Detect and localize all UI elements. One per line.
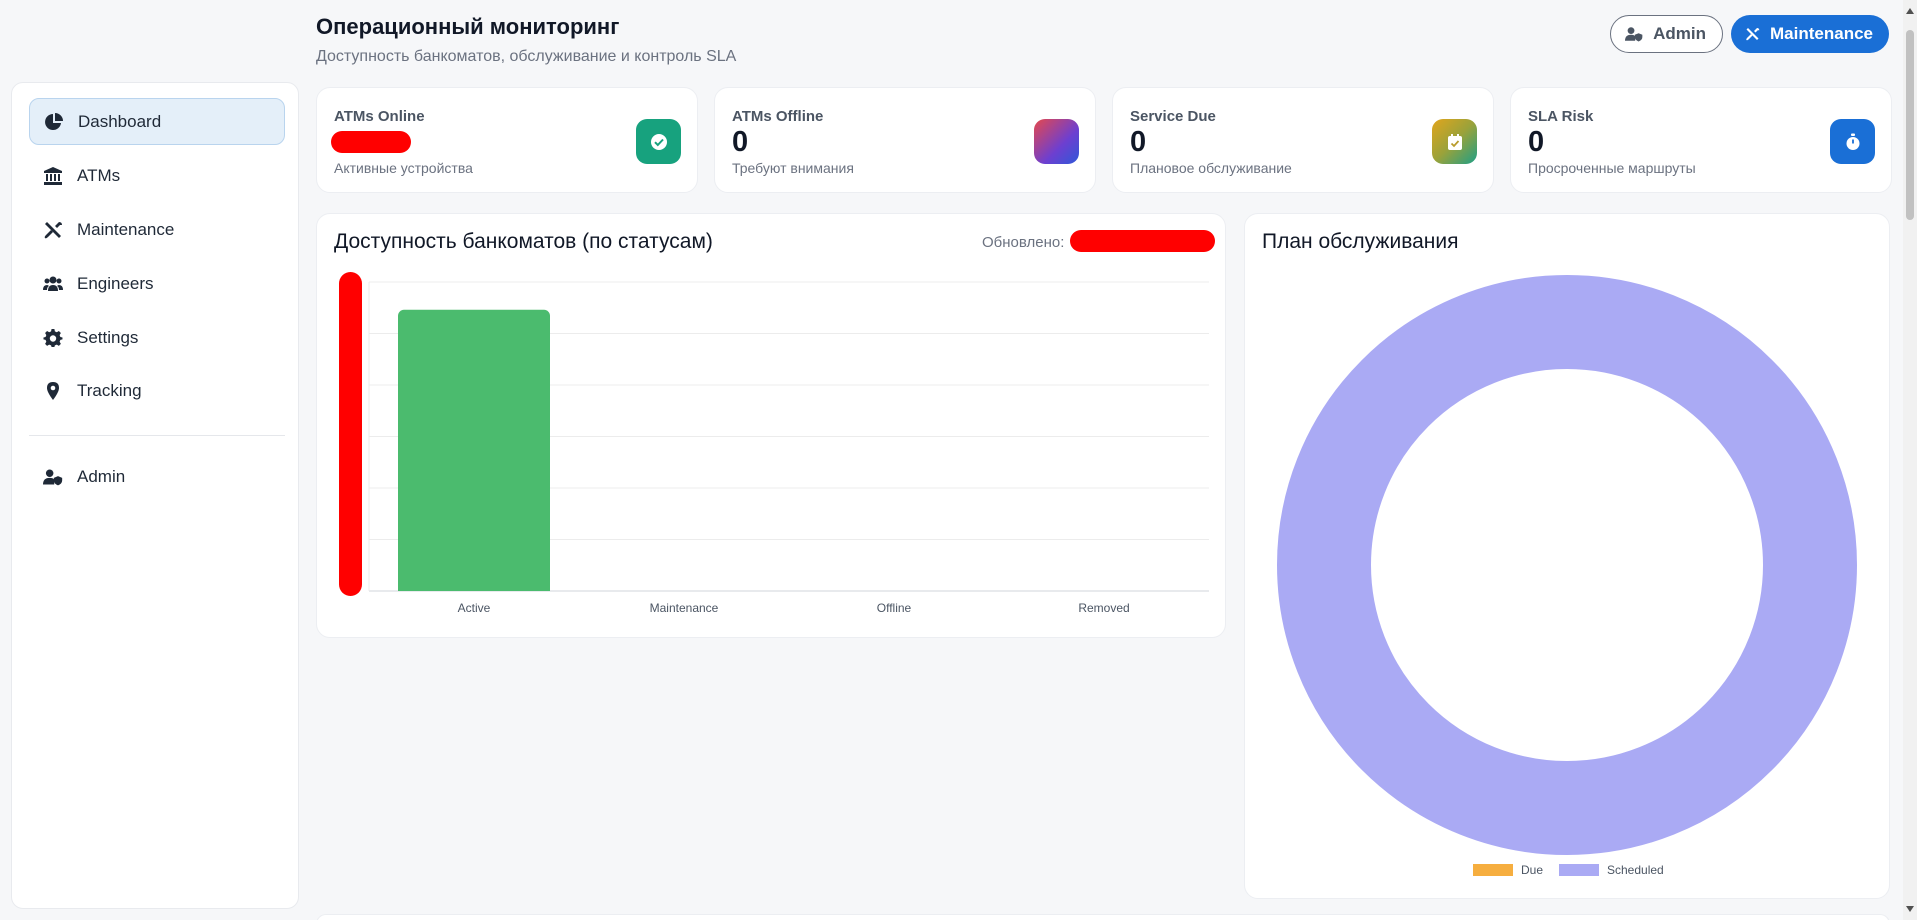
bar-chart: Active Maintenance Offline Removed [339, 272, 1209, 615]
sidebar-item-label: Admin [77, 466, 126, 486]
stat-label: SLA Risk [1528, 108, 1594, 125]
user-shield-icon [1625, 27, 1643, 42]
sidebar-item-label: Tracking [77, 380, 142, 400]
stat-card-sla-risk: SLA Risk 0 Просроченные маршруты [1510, 87, 1892, 193]
stat-card-service-due: Service Due 0 Плановое обслуживание [1112, 87, 1494, 193]
page-title: Операционный мониторинг [316, 14, 620, 39]
bar-chart-title: Доступность банкоматов (по статусам) [334, 230, 713, 253]
x-tick-label: Active [458, 601, 491, 615]
sidebar-item-atms[interactable]: ATMs [29, 152, 285, 199]
bar-active[interactable] [398, 309, 550, 591]
sidebar-item-label: Engineers [77, 273, 154, 293]
sidebar-item-label: ATMs [77, 165, 121, 185]
sidebar-item-label: Dashboard [78, 111, 162, 131]
maintenance-plan-card: План обслуживания Due Scheduled [1244, 213, 1890, 899]
sidebar-item-tracking[interactable]: Tracking [29, 367, 285, 414]
x-tick-label: Removed [1078, 601, 1129, 615]
sidebar: Dashboard ATMs Maintenance Engineers [11, 82, 299, 909]
stat-card-atms-online: ATMs Online Активные устройства [316, 87, 698, 193]
bank-icon [44, 166, 62, 185]
legend-label: Due [1521, 863, 1543, 877]
redacted-value [331, 131, 411, 153]
scroll-thumb[interactable] [1906, 30, 1914, 220]
stat-sub: Плановое обслуживание [1130, 160, 1292, 176]
sidebar-item-admin[interactable]: Admin [29, 453, 285, 500]
page-subtitle: Доступность банкоматов, обслуживание и к… [316, 48, 737, 65]
legend-label: Scheduled [1607, 863, 1664, 877]
redacted-timestamp [1070, 230, 1215, 252]
stat-sub: Требуют внимания [732, 160, 854, 176]
admin-button-label: Admin [1653, 24, 1706, 43]
slice-scheduled[interactable] [1277, 275, 1857, 855]
sidebar-item-label: Maintenance [77, 219, 175, 239]
maintenance-button-label: Maintenance [1770, 24, 1873, 43]
maintenance-button[interactable]: Maintenance [1731, 15, 1889, 53]
sidebar-item-engineers[interactable]: Engineers [29, 260, 285, 307]
tools-icon [44, 221, 62, 238]
check-circle-icon [636, 119, 681, 164]
stat-value: 0 [732, 126, 749, 158]
stat-label: Service Due [1130, 108, 1216, 125]
admin-button[interactable]: Admin [1610, 15, 1723, 53]
page-scrollbar[interactable] [1903, 0, 1917, 920]
redacted-y-axis [339, 272, 362, 596]
atm-availability-card: Доступность банкоматов (по статусам) Обн… [316, 213, 1226, 638]
legend-swatch-scheduled [1559, 864, 1599, 876]
stat-value: 0 [1528, 126, 1545, 158]
donut-chart-title: План обслуживания [1262, 230, 1459, 253]
calendar-check-icon [1432, 119, 1477, 164]
stat-value: 0 [1130, 126, 1147, 158]
chart-pie-icon [45, 112, 63, 130]
updated-label: Обновлено: [982, 234, 1065, 251]
sidebar-item-label: Settings [77, 327, 139, 347]
stat-sub: Просроченные маршруты [1528, 160, 1696, 176]
tools-icon [1746, 27, 1760, 41]
next-section-card [316, 914, 1890, 920]
gear-icon [43, 328, 63, 347]
users-icon [43, 276, 63, 291]
donut-chart: Due Scheduled [1277, 275, 1857, 877]
x-tick-label: Offline [877, 601, 912, 615]
legend-swatch-due [1473, 864, 1513, 876]
stat-sub: Активные устройства [334, 160, 473, 176]
scroll-up-icon[interactable] [1906, 8, 1914, 14]
sidebar-item-settings[interactable]: Settings [29, 314, 285, 361]
sidebar-divider [29, 435, 285, 436]
user-shield-icon [43, 469, 63, 485]
map-pin-icon [47, 381, 59, 400]
x-tick-label: Maintenance [650, 601, 719, 615]
stat-label: ATMs Online [334, 108, 425, 125]
gradient-square-icon [1034, 119, 1079, 164]
stat-label: ATMs Offline [732, 108, 824, 125]
sidebar-item-maintenance[interactable]: Maintenance [29, 206, 285, 253]
stopwatch-icon [1830, 119, 1875, 164]
sidebar-item-dashboard[interactable]: Dashboard [29, 98, 285, 145]
stat-card-atms-offline: ATMs Offline 0 Требуют внимания [714, 87, 1096, 193]
scroll-down-icon[interactable] [1906, 906, 1914, 912]
bar-base [398, 585, 550, 591]
